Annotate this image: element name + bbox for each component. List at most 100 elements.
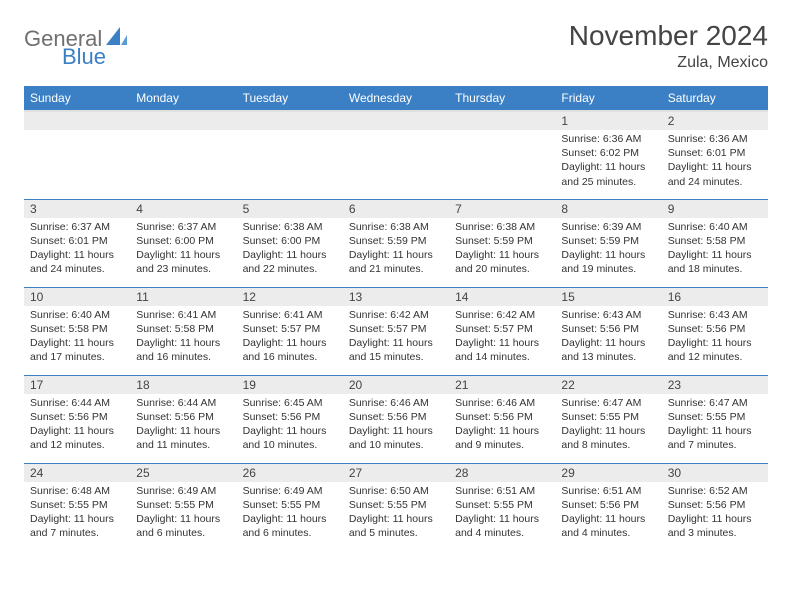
weekday-header: Sunday: [24, 86, 130, 111]
calendar-day-cell: [343, 111, 449, 199]
day-data: Sunrise: 6:42 AMSunset: 5:57 PMDaylight:…: [343, 306, 449, 369]
calendar-day-cell: 7Sunrise: 6:38 AMSunset: 5:59 PMDaylight…: [449, 199, 555, 287]
day-number-empty: [237, 112, 343, 130]
weekday-header: Tuesday: [237, 86, 343, 111]
day-data: Sunrise: 6:46 AMSunset: 5:56 PMDaylight:…: [343, 394, 449, 457]
calendar-week-row: 1Sunrise: 6:36 AMSunset: 6:02 PMDaylight…: [24, 111, 768, 199]
day-number: 26: [237, 464, 343, 482]
calendar-day-cell: 5Sunrise: 6:38 AMSunset: 6:00 PMDaylight…: [237, 199, 343, 287]
calendar-day-cell: [449, 111, 555, 199]
day-data: Sunrise: 6:38 AMSunset: 6:00 PMDaylight:…: [237, 218, 343, 281]
day-data: Sunrise: 6:40 AMSunset: 5:58 PMDaylight:…: [662, 218, 768, 281]
day-number: 14: [449, 288, 555, 306]
calendar-day-cell: 22Sunrise: 6:47 AMSunset: 5:55 PMDayligh…: [555, 375, 661, 463]
calendar-day-cell: 13Sunrise: 6:42 AMSunset: 5:57 PMDayligh…: [343, 287, 449, 375]
day-data: Sunrise: 6:45 AMSunset: 5:56 PMDaylight:…: [237, 394, 343, 457]
day-number: 11: [130, 288, 236, 306]
brand-blue: Blue: [62, 44, 106, 70]
calendar-table: Sunday Monday Tuesday Wednesday Thursday…: [24, 86, 768, 551]
calendar-day-cell: 2Sunrise: 6:36 AMSunset: 6:01 PMDaylight…: [662, 111, 768, 199]
day-number: 22: [555, 376, 661, 394]
calendar-day-cell: 6Sunrise: 6:38 AMSunset: 5:59 PMDaylight…: [343, 199, 449, 287]
calendar-day-cell: 25Sunrise: 6:49 AMSunset: 5:55 PMDayligh…: [130, 463, 236, 551]
day-number: 12: [237, 288, 343, 306]
day-number: 6: [343, 200, 449, 218]
day-data: Sunrise: 6:41 AMSunset: 5:58 PMDaylight:…: [130, 306, 236, 369]
day-number: 18: [130, 376, 236, 394]
calendar-week-row: 17Sunrise: 6:44 AMSunset: 5:56 PMDayligh…: [24, 375, 768, 463]
header: General November 2024 Zula, Mexico: [24, 20, 768, 72]
day-number: 23: [662, 376, 768, 394]
brand-sail-icon: [106, 27, 128, 52]
day-number: 17: [24, 376, 130, 394]
day-data: Sunrise: 6:39 AMSunset: 5:59 PMDaylight:…: [555, 218, 661, 281]
calendar-day-cell: 30Sunrise: 6:52 AMSunset: 5:56 PMDayligh…: [662, 463, 768, 551]
calendar-day-cell: 28Sunrise: 6:51 AMSunset: 5:55 PMDayligh…: [449, 463, 555, 551]
day-number: 1: [555, 112, 661, 130]
calendar-day-cell: 15Sunrise: 6:43 AMSunset: 5:56 PMDayligh…: [555, 287, 661, 375]
day-number: 13: [343, 288, 449, 306]
day-data: Sunrise: 6:47 AMSunset: 5:55 PMDaylight:…: [662, 394, 768, 457]
weekday-header-row: Sunday Monday Tuesday Wednesday Thursday…: [24, 86, 768, 111]
calendar-day-cell: 29Sunrise: 6:51 AMSunset: 5:56 PMDayligh…: [555, 463, 661, 551]
day-data: Sunrise: 6:43 AMSunset: 5:56 PMDaylight:…: [555, 306, 661, 369]
calendar-day-cell: 27Sunrise: 6:50 AMSunset: 5:55 PMDayligh…: [343, 463, 449, 551]
day-number: 4: [130, 200, 236, 218]
day-data: Sunrise: 6:52 AMSunset: 5:56 PMDaylight:…: [662, 482, 768, 545]
day-data: Sunrise: 6:46 AMSunset: 5:56 PMDaylight:…: [449, 394, 555, 457]
weekday-header: Friday: [555, 86, 661, 111]
calendar-day-cell: 18Sunrise: 6:44 AMSunset: 5:56 PMDayligh…: [130, 375, 236, 463]
day-data: Sunrise: 6:36 AMSunset: 6:01 PMDaylight:…: [662, 130, 768, 193]
weekday-header: Wednesday: [343, 86, 449, 111]
calendar-day-cell: [24, 111, 130, 199]
calendar-day-cell: 24Sunrise: 6:48 AMSunset: 5:55 PMDayligh…: [24, 463, 130, 551]
calendar-day-cell: 21Sunrise: 6:46 AMSunset: 5:56 PMDayligh…: [449, 375, 555, 463]
day-data: Sunrise: 6:44 AMSunset: 5:56 PMDaylight:…: [130, 394, 236, 457]
day-data: Sunrise: 6:49 AMSunset: 5:55 PMDaylight:…: [130, 482, 236, 545]
day-number: 30: [662, 464, 768, 482]
day-number-empty: [449, 112, 555, 130]
day-data: Sunrise: 6:43 AMSunset: 5:56 PMDaylight:…: [662, 306, 768, 369]
day-data: Sunrise: 6:41 AMSunset: 5:57 PMDaylight:…: [237, 306, 343, 369]
day-number: 15: [555, 288, 661, 306]
calendar-day-cell: 1Sunrise: 6:36 AMSunset: 6:02 PMDaylight…: [555, 111, 661, 199]
calendar-week-row: 10Sunrise: 6:40 AMSunset: 5:58 PMDayligh…: [24, 287, 768, 375]
day-number: 8: [555, 200, 661, 218]
day-data: Sunrise: 6:50 AMSunset: 5:55 PMDaylight:…: [343, 482, 449, 545]
day-number: 25: [130, 464, 236, 482]
day-data: Sunrise: 6:48 AMSunset: 5:55 PMDaylight:…: [24, 482, 130, 545]
calendar-day-cell: 23Sunrise: 6:47 AMSunset: 5:55 PMDayligh…: [662, 375, 768, 463]
calendar-day-cell: 16Sunrise: 6:43 AMSunset: 5:56 PMDayligh…: [662, 287, 768, 375]
day-number: 7: [449, 200, 555, 218]
day-data: Sunrise: 6:38 AMSunset: 5:59 PMDaylight:…: [343, 218, 449, 281]
day-data: Sunrise: 6:51 AMSunset: 5:55 PMDaylight:…: [449, 482, 555, 545]
day-number: 27: [343, 464, 449, 482]
day-number-empty: [130, 112, 236, 130]
weekday-header: Monday: [130, 86, 236, 111]
title-block: November 2024 Zula, Mexico: [569, 20, 768, 72]
day-data: Sunrise: 6:40 AMSunset: 5:58 PMDaylight:…: [24, 306, 130, 369]
weekday-header: Saturday: [662, 86, 768, 111]
calendar-day-cell: 8Sunrise: 6:39 AMSunset: 5:59 PMDaylight…: [555, 199, 661, 287]
day-number: 3: [24, 200, 130, 218]
day-data: Sunrise: 6:37 AMSunset: 6:01 PMDaylight:…: [24, 218, 130, 281]
day-data: Sunrise: 6:37 AMSunset: 6:00 PMDaylight:…: [130, 218, 236, 281]
calendar-day-cell: 17Sunrise: 6:44 AMSunset: 5:56 PMDayligh…: [24, 375, 130, 463]
month-title: November 2024: [569, 20, 768, 52]
day-data: Sunrise: 6:47 AMSunset: 5:55 PMDaylight:…: [555, 394, 661, 457]
day-number-empty: [24, 112, 130, 130]
calendar-day-cell: 19Sunrise: 6:45 AMSunset: 5:56 PMDayligh…: [237, 375, 343, 463]
calendar-day-cell: 20Sunrise: 6:46 AMSunset: 5:56 PMDayligh…: [343, 375, 449, 463]
day-data: Sunrise: 6:44 AMSunset: 5:56 PMDaylight:…: [24, 394, 130, 457]
calendar-week-row: 3Sunrise: 6:37 AMSunset: 6:01 PMDaylight…: [24, 199, 768, 287]
day-number: 20: [343, 376, 449, 394]
calendar-body: 1Sunrise: 6:36 AMSunset: 6:02 PMDaylight…: [24, 111, 768, 551]
day-number: 16: [662, 288, 768, 306]
calendar-week-row: 24Sunrise: 6:48 AMSunset: 5:55 PMDayligh…: [24, 463, 768, 551]
calendar-day-cell: 3Sunrise: 6:37 AMSunset: 6:01 PMDaylight…: [24, 199, 130, 287]
day-data: Sunrise: 6:38 AMSunset: 5:59 PMDaylight:…: [449, 218, 555, 281]
day-data: Sunrise: 6:42 AMSunset: 5:57 PMDaylight:…: [449, 306, 555, 369]
calendar-day-cell: 10Sunrise: 6:40 AMSunset: 5:58 PMDayligh…: [24, 287, 130, 375]
day-number: 24: [24, 464, 130, 482]
calendar-day-cell: 4Sunrise: 6:37 AMSunset: 6:00 PMDaylight…: [130, 199, 236, 287]
